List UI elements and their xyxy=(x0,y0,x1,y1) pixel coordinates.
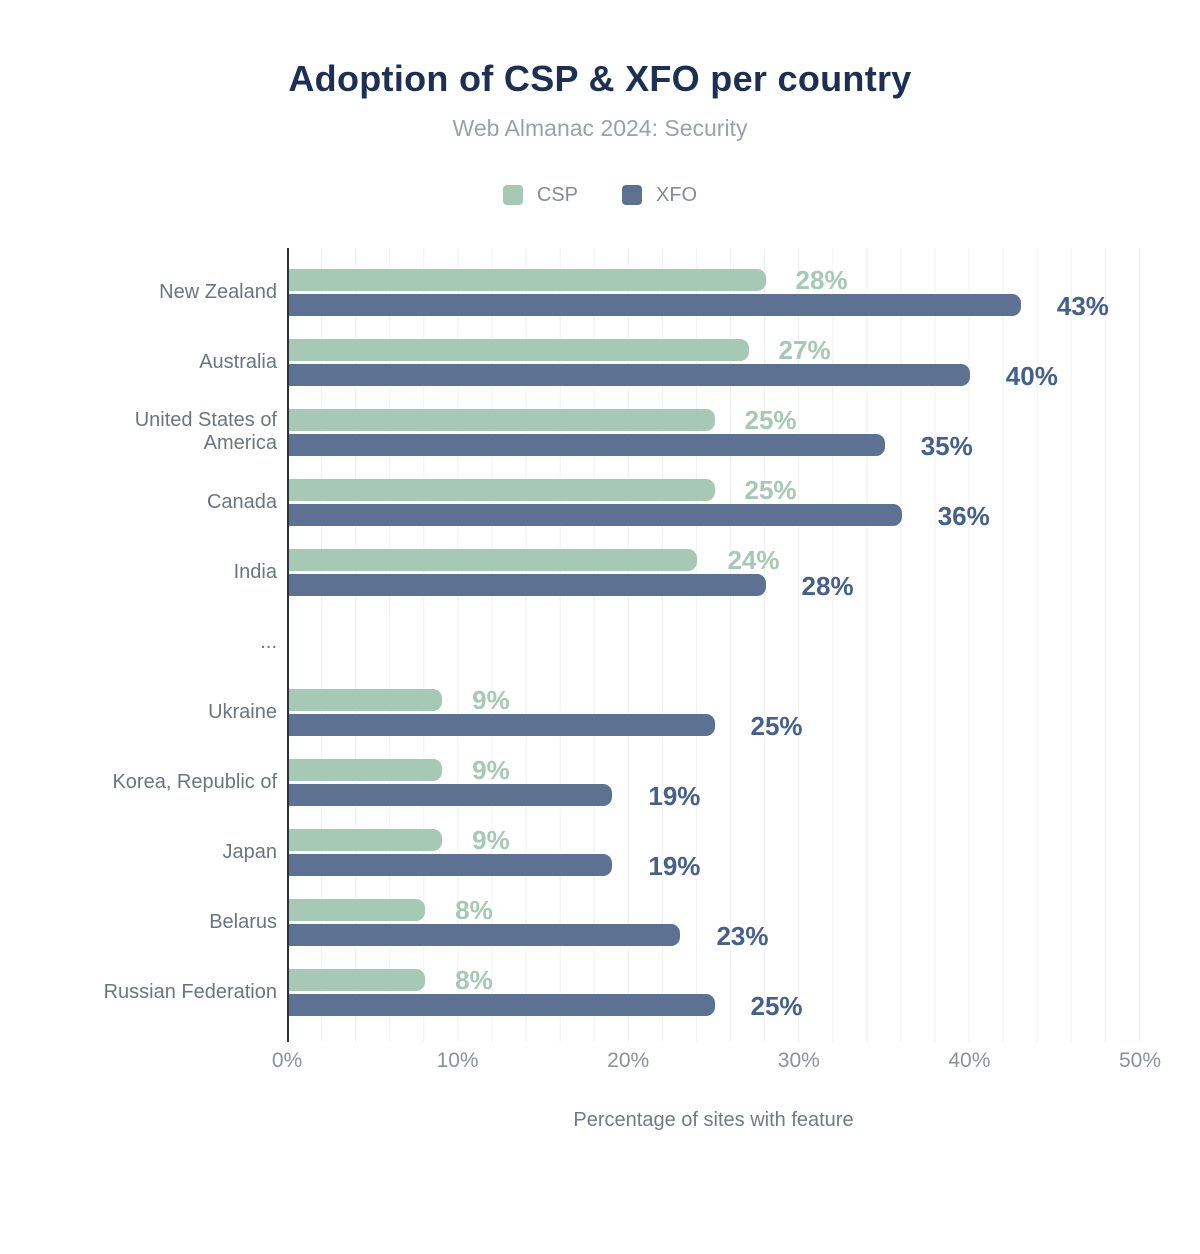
xfo-value-label: 36% xyxy=(937,500,990,531)
bar-group: 9% 25% xyxy=(289,684,1140,741)
xfo-value-label: 23% xyxy=(716,920,769,951)
bar-group: 9% 19% xyxy=(289,754,1140,811)
csp-value-label: 8% xyxy=(455,964,493,995)
csp-value-label: 25% xyxy=(744,404,797,435)
xfo-bar xyxy=(289,783,613,806)
bar-group: 28% 43% xyxy=(289,264,1140,321)
category-label: New Zealand xyxy=(159,280,277,303)
x-tick-label: 0% xyxy=(271,1049,303,1073)
bar-group: 8% 23% xyxy=(289,894,1140,951)
csp-value-label: 28% xyxy=(795,264,848,295)
xfo-value-label: 35% xyxy=(920,430,973,461)
x-tick-label: 30% xyxy=(777,1049,820,1073)
csp-value-label: 9% xyxy=(472,754,510,785)
csp-bar xyxy=(289,408,715,431)
x-tick-label: 50% xyxy=(1118,1049,1162,1073)
xfo-bar xyxy=(289,293,1021,316)
xfo-value-label: 19% xyxy=(648,850,701,881)
bar-group: 27% 40% xyxy=(289,334,1140,391)
category-row: Japan 9% 19% xyxy=(0,817,1200,887)
legend: CSP XFO xyxy=(0,183,1200,207)
xfo-bar xyxy=(289,993,715,1016)
category-row: United States of America 25% 35% xyxy=(0,397,1200,467)
csp-bar xyxy=(289,548,698,571)
category-label: ... xyxy=(260,630,277,653)
category-label: India xyxy=(233,560,277,583)
csp-value-label: 25% xyxy=(744,474,797,505)
chart-figure: Adoption of CSP & XFO per country Web Al… xyxy=(0,58,1200,1132)
xfo-legend-label: XFO xyxy=(656,183,698,206)
bar-group: 25% 35% xyxy=(289,404,1140,461)
legend-item-csp: CSP xyxy=(502,183,578,207)
category-label: United States of America xyxy=(134,409,277,455)
xfo-value-label: 25% xyxy=(750,710,803,741)
csp-bar xyxy=(289,338,749,361)
category-row: Australia 27% 40% xyxy=(0,327,1200,397)
bar-group: 24% 28% xyxy=(289,544,1140,601)
xfo-value-label: 19% xyxy=(648,780,701,811)
csp-value-label: 27% xyxy=(778,334,831,365)
category-label: Canada xyxy=(206,490,277,513)
xfo-value-label: 25% xyxy=(750,990,803,1021)
xfo-bar xyxy=(289,503,902,526)
csp-legend-swatch xyxy=(502,185,523,206)
csp-bar xyxy=(289,688,443,711)
xfo-bar xyxy=(289,853,613,876)
csp-value-label: 9% xyxy=(472,684,510,715)
bar-group xyxy=(289,619,1140,666)
category-label: Australia xyxy=(199,350,277,373)
x-axis-title: Percentage of sites with feature xyxy=(573,1109,854,1132)
csp-bar xyxy=(289,898,426,921)
xfo-value-label: 28% xyxy=(801,570,854,601)
xfo-legend-swatch xyxy=(622,185,642,206)
xfo-value-label: 43% xyxy=(1056,290,1109,321)
csp-legend-label: CSP xyxy=(536,183,578,206)
category-row: Canada 25% 36% xyxy=(0,467,1200,537)
csp-bar xyxy=(289,828,443,851)
xfo-bar xyxy=(289,573,766,596)
category-row: New Zealand 28% 43% xyxy=(0,257,1200,327)
chart-rows: New Zealand 28% 43% Australia 27% 40% Un… xyxy=(0,257,1200,1027)
category-row: India 24% 28% xyxy=(0,537,1200,607)
y-axis-line xyxy=(287,248,289,1043)
x-tick-label: 20% xyxy=(607,1049,650,1073)
csp-bar xyxy=(289,758,443,781)
bar-group: 25% 36% xyxy=(289,474,1140,531)
category-label: Belarus xyxy=(209,910,277,933)
bar-group: 8% 25% xyxy=(289,964,1140,1021)
csp-value-label: 24% xyxy=(727,544,780,575)
category-label: Ukraine xyxy=(208,700,277,723)
category-label: Korea, Republic of xyxy=(112,770,277,793)
csp-bar xyxy=(289,478,715,501)
x-tick-label: 40% xyxy=(948,1049,991,1073)
chart-subtitle: Web Almanac 2024: Security xyxy=(452,115,748,142)
csp-value-label: 8% xyxy=(455,894,493,925)
legend-item-xfo: XFO xyxy=(622,184,697,207)
chart-title: Adoption of CSP & XFO per country xyxy=(288,58,912,99)
csp-bar xyxy=(289,268,766,291)
xfo-value-label: 40% xyxy=(1005,360,1058,391)
category-row: Belarus 8% 23% xyxy=(0,887,1200,957)
plot-area: New Zealand 28% 43% Australia 27% 40% Un… xyxy=(0,248,1200,1043)
xfo-bar xyxy=(289,713,715,736)
category-row: Korea, Republic of 9% 19% xyxy=(0,747,1200,817)
category-row: ... xyxy=(0,607,1200,677)
x-tick-label: 10% xyxy=(436,1049,479,1073)
category-label: Russian Federation xyxy=(103,980,277,1003)
category-row: Russian Federation 8% 25% xyxy=(0,957,1200,1027)
csp-bar xyxy=(289,968,426,991)
x-axis-ticks: 0% 10% 20% 30% 40% 50% xyxy=(272,1049,1161,1073)
category-label: Japan xyxy=(222,840,278,863)
xfo-bar xyxy=(289,363,970,386)
xfo-bar xyxy=(289,923,681,946)
bar-group: 9% 19% xyxy=(289,824,1140,881)
csp-value-label: 9% xyxy=(472,824,510,855)
category-row: Ukraine 9% 25% xyxy=(0,677,1200,747)
xfo-bar xyxy=(289,433,885,456)
